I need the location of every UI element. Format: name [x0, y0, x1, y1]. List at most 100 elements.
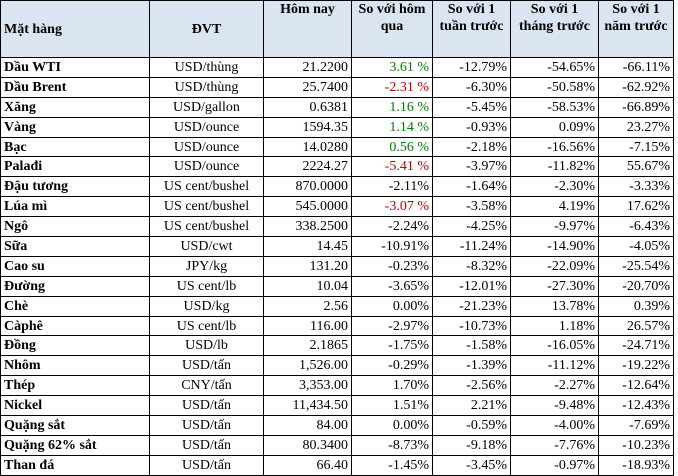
- table-row: Cao su JPY/kg 131.20 -0.23% -8.32% -22.09% -25…: [0, 255, 674, 277]
- cell-vs-week: -3.58%: [432, 196, 511, 218]
- table-row: Đồng USD/lb 2.1865 -1.75% -1.58% -16.05% -24.7…: [0, 335, 674, 357]
- cell-vs-yesterday: 0.56 %: [351, 136, 433, 158]
- cell-today: 2224.27: [263, 156, 352, 178]
- cell-item: Lúa mì: [0, 196, 150, 218]
- cell-unit: US cent/bushel: [149, 196, 264, 218]
- cell-vs-year: -7.15%: [598, 136, 674, 158]
- cell-vs-year: -24.71%: [598, 335, 674, 357]
- cell-vs-week: -1.58%: [432, 335, 511, 357]
- cell-item: Nhôm: [0, 355, 150, 377]
- cell-vs-year: 55.67%: [598, 156, 674, 178]
- cell-unit: USD/lb: [149, 335, 264, 357]
- cell-unit: USD/ounce: [149, 156, 264, 178]
- table-row: Quặng 62% sắt USD/tấn 80.3400 -8.73% -9.18% -…: [0, 434, 674, 456]
- cell-today: 131.20: [263, 255, 352, 277]
- table-row: Đậu tương US cent/bushel 870.0000 -2.11% -1.…: [0, 176, 674, 198]
- cell-vs-year: 23.27%: [598, 116, 674, 138]
- cell-vs-week: -12.01%: [432, 275, 511, 297]
- cell-item: Quặng 62% sắt: [0, 434, 150, 456]
- cell-vs-week: -2.56%: [432, 375, 511, 397]
- cell-item: Dầu Brent: [0, 76, 150, 98]
- cell-today: 338.2500: [263, 216, 352, 238]
- cell-unit: USD/tấn: [149, 434, 264, 456]
- cell-vs-month: 1.18%: [510, 315, 599, 337]
- table-row: Nickel USD/tấn 11,434.50 1.51% 2.21% -9.48% -1…: [0, 395, 674, 417]
- cell-vs-yesterday: -1.45%: [351, 454, 433, 476]
- cell-today: 0.6381: [263, 96, 352, 118]
- cell-vs-month: -4.00%: [510, 415, 599, 436]
- cell-today: 84.00: [263, 415, 352, 436]
- cell-vs-year: -12.43%: [598, 395, 674, 417]
- cell-vs-year: -6.43%: [598, 216, 674, 238]
- cell-item: Thép: [0, 375, 150, 397]
- cell-unit: USD/gallon: [149, 96, 264, 118]
- cell-item: Đồng: [0, 335, 150, 357]
- header-item: Mặt hàng: [0, 0, 150, 58]
- cell-vs-yesterday: -3.07 %: [351, 196, 433, 218]
- cell-unit: JPY/kg: [149, 255, 264, 277]
- cell-vs-week: -11.24%: [432, 236, 511, 257]
- cell-vs-month: -16.05%: [510, 335, 599, 357]
- cell-vs-month: -9.97%: [510, 216, 599, 238]
- cell-today: 66.40: [263, 454, 352, 476]
- cell-vs-week: -12.79%: [432, 57, 511, 78]
- cell-item: Đường: [0, 275, 150, 297]
- cell-unit: CNY/tấn: [149, 375, 264, 397]
- cell-vs-week: -2.18%: [432, 136, 511, 158]
- cell-unit: USD/kg: [149, 295, 264, 317]
- table-body: Dầu WTI USD/thùng 21.2200 3.61 % -12.79% -54.…: [0, 57, 674, 476]
- cell-vs-month: -22.09%: [510, 255, 599, 277]
- cell-unit: USD/thùng: [149, 57, 264, 78]
- cell-unit: US cent/lb: [149, 275, 264, 297]
- cell-today: 3,353.00: [263, 375, 352, 397]
- cell-vs-yesterday: -2.11%: [351, 176, 433, 198]
- cell-vs-month: -58.53%: [510, 96, 599, 118]
- cell-today: 1594.35: [263, 116, 352, 138]
- cell-unit: USD/tấn: [149, 454, 264, 476]
- table-row: Than đá USD/tấn 66.40 -1.45% -3.45% -0.97% -18…: [0, 454, 674, 476]
- cell-today: 10.04: [263, 275, 352, 297]
- cell-vs-month: 0.09%: [510, 116, 599, 138]
- cell-vs-year: -4.05%: [598, 236, 674, 257]
- table-row: Lúa mì US cent/bushel 545.0000 -3.07 % -3.58…: [0, 196, 674, 218]
- table-row: Sữa USD/cwt 14.45 -10.91% -11.24% -14.90% -4.0…: [0, 236, 674, 257]
- table-row: Đường US cent/lb 10.04 -3.65% -12.01% -27.30%…: [0, 275, 674, 297]
- cell-vs-month: -7.76%: [510, 434, 599, 456]
- cell-vs-yesterday: 1.51%: [351, 395, 433, 417]
- cell-item: Càphê: [0, 315, 150, 337]
- cell-item: Nickel: [0, 395, 150, 417]
- cell-item: Dầu WTI: [0, 57, 150, 78]
- cell-vs-yesterday: 1.16 %: [351, 96, 433, 118]
- cell-vs-month: 4.19%: [510, 196, 599, 218]
- cell-item: Ngô: [0, 216, 150, 238]
- cell-vs-month: -2.30%: [510, 176, 599, 198]
- cell-vs-week: -4.25%: [432, 216, 511, 238]
- cell-item: Quặng sắt: [0, 415, 150, 436]
- cell-vs-month: -27.30%: [510, 275, 599, 297]
- cell-vs-week: -21.23%: [432, 295, 511, 317]
- header-row: Mặt hàng ĐVT Hôm nay So với hôm qua So v…: [0, 0, 674, 58]
- cell-vs-yesterday: -0.29%: [351, 355, 433, 377]
- header-unit: ĐVT: [149, 0, 264, 58]
- table-row: Nhôm USD/tấn 1,526.00 -0.29% -1.39% -11.12% -1…: [0, 355, 674, 377]
- cell-vs-month: -11.82%: [510, 156, 599, 178]
- cell-vs-year: -25.54%: [598, 255, 674, 277]
- table-row: Vàng USD/ounce 1594.35 1.14 % -0.93% 0.09% 23.…: [0, 116, 674, 138]
- cell-vs-yesterday: -0.23%: [351, 255, 433, 277]
- cell-vs-week: -6.30%: [432, 76, 511, 98]
- cell-vs-yesterday: -10.91%: [351, 236, 433, 257]
- cell-vs-week: -3.45%: [432, 454, 511, 476]
- cell-vs-yesterday: -8.73%: [351, 434, 433, 456]
- cell-item: Đậu tương: [0, 176, 150, 198]
- header-vs-year: So với 1 năm trước: [598, 0, 674, 58]
- cell-today: 11,434.50: [263, 395, 352, 417]
- table-row: Quặng sắt USD/tấn 84.00 0.00% -0.59% -4.00% -7…: [0, 415, 674, 436]
- cell-today: 545.0000: [263, 196, 352, 218]
- cell-vs-week: -10.73%: [432, 315, 511, 337]
- cell-vs-month: -0.97%: [510, 454, 599, 476]
- cell-vs-week: -1.64%: [432, 176, 511, 198]
- cell-item: Xăng: [0, 96, 150, 118]
- cell-today: 870.0000: [263, 176, 352, 198]
- cell-vs-year: -7.69%: [598, 415, 674, 436]
